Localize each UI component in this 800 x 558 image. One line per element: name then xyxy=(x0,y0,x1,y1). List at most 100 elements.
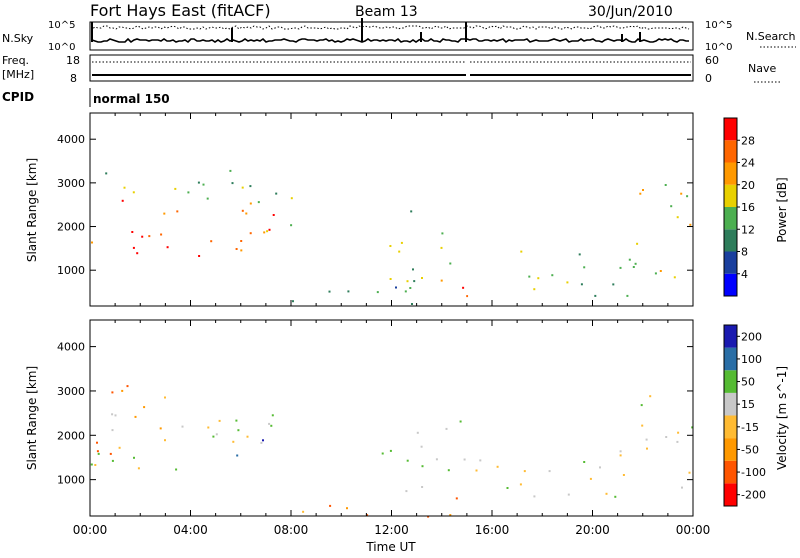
power-pixel xyxy=(231,182,234,185)
velocity-colorbar-tick-label: -15 xyxy=(741,421,759,434)
power-pixel xyxy=(389,278,392,280)
power-colorbar-tick-label: 20 xyxy=(741,179,755,192)
power-pixel xyxy=(235,248,238,250)
power-pixel xyxy=(566,281,569,284)
velocity-pixel xyxy=(111,413,114,416)
power-pixel xyxy=(166,246,169,249)
velocity-pixel xyxy=(479,459,482,462)
power-axes: 1000 2000 3000 4000 xyxy=(57,113,694,306)
power-pixel xyxy=(290,197,293,200)
power-pixel xyxy=(187,191,190,194)
velocity-pixel xyxy=(619,454,622,457)
velocity-pixel xyxy=(118,446,121,449)
velocity-y-label: Slant Range [km] xyxy=(25,366,39,470)
power-pixel xyxy=(440,279,443,282)
velocity-pixel xyxy=(449,514,452,517)
power-pixel xyxy=(578,253,581,256)
noise-tick-low: 10^0 xyxy=(48,42,75,53)
power-pixel xyxy=(413,280,416,283)
nave-tick-low: 0 xyxy=(705,72,712,85)
velocity-colorbar-tick-label: 50 xyxy=(741,376,755,389)
velocity-pixel xyxy=(677,431,680,434)
power-pixel xyxy=(421,277,423,279)
x-tick-label: 00:00 xyxy=(676,523,711,537)
power-pixel xyxy=(210,240,213,243)
velocity-pixel xyxy=(435,458,438,461)
power-pixel xyxy=(670,205,673,208)
power-pixel xyxy=(121,199,124,202)
power-pixel xyxy=(462,286,465,289)
velocity-colorbar-frame xyxy=(723,324,738,507)
power-pixel xyxy=(551,274,554,277)
velocity-pixel xyxy=(90,463,93,466)
freq-panel xyxy=(89,54,694,82)
velocity-pixel xyxy=(236,454,239,457)
velocity-pixel xyxy=(232,440,235,443)
power-pixel xyxy=(376,291,379,294)
velocity-colorbar-tick-label: -200 xyxy=(741,489,766,502)
velocity-y-tick-label: 2000 xyxy=(57,429,85,442)
x-axis-label: Time UT xyxy=(365,540,416,554)
power-pixel xyxy=(409,287,412,289)
power-pixel xyxy=(411,303,413,305)
power-pixel xyxy=(176,210,179,213)
power-scatter xyxy=(91,113,692,306)
noise-right-label: N.Search xyxy=(746,30,796,43)
velocity-pixel xyxy=(506,487,509,489)
velocity-pixel xyxy=(137,467,140,470)
power-pixel xyxy=(249,202,252,205)
x-axis-ticks: 00:00 04:00 08:00 12:00 16:00 20:00 00:00 xyxy=(73,523,711,537)
power-pixel xyxy=(537,277,540,280)
power-pixel xyxy=(240,249,243,252)
power-colorbar-swatch xyxy=(724,184,737,207)
power-y-tick-label: 1000 xyxy=(57,264,85,277)
power-colorbar-swatch xyxy=(724,273,737,296)
power-colorbar: 4 8 12 16 20 24 28 xyxy=(723,117,755,297)
velocity-pixel xyxy=(96,450,99,453)
velocity-colorbar-tick-label: 200 xyxy=(741,330,762,343)
velocity-pixel xyxy=(523,470,526,473)
velocity-pixel xyxy=(159,427,162,430)
power-panel-frame xyxy=(89,112,694,307)
power-pixel xyxy=(245,212,248,215)
velocity-y-tick-label: 1000 xyxy=(57,474,85,487)
power-y-tick-label: 4000 xyxy=(57,133,85,146)
nave-label: Nave xyxy=(748,62,776,75)
velocity-pixel xyxy=(533,495,536,498)
cpid-value: normal 150 xyxy=(93,92,170,106)
x-tick-label: 00:00 xyxy=(73,523,108,537)
velocity-pixel xyxy=(175,468,178,471)
velocity-pixel xyxy=(583,461,586,463)
power-pixel xyxy=(240,240,243,242)
velocity-pixel xyxy=(421,486,424,488)
power-pixel xyxy=(406,280,409,283)
velocity-pixel xyxy=(681,486,683,489)
power-pixel xyxy=(290,224,293,227)
power-pixel xyxy=(689,223,692,226)
power-pixel xyxy=(292,300,294,303)
velocity-colorbar-swatch xyxy=(724,392,737,416)
power-colorbar-swatch xyxy=(724,207,737,230)
velocity-pixel xyxy=(416,431,419,434)
noise-left-label: N.Sky xyxy=(2,32,34,45)
velocity-axes: 1000 2000 3000 4000 xyxy=(57,320,694,516)
power-pixel xyxy=(466,295,469,298)
velocity-pixel xyxy=(235,419,238,422)
velocity-pixel xyxy=(641,424,644,427)
power-pixel xyxy=(389,245,392,247)
velocity-pixel xyxy=(567,493,570,496)
velocity-pixel xyxy=(114,414,117,417)
velocity-pixel xyxy=(475,469,478,472)
velocity-colorbar-swatch xyxy=(724,415,737,439)
velocity-colorbar-tick-label: -100 xyxy=(741,466,766,479)
power-y-tick-label: 3000 xyxy=(57,177,85,190)
power-colorbar-tick-label: 16 xyxy=(741,201,755,214)
power-colorbar-tick-label: 24 xyxy=(741,157,755,170)
velocity-pixel xyxy=(622,474,625,476)
x-tick-label: 12:00 xyxy=(374,523,409,537)
velocity-pixel xyxy=(329,504,332,507)
velocity-pixel xyxy=(406,459,409,462)
power-pixel xyxy=(449,262,452,265)
power-pixel xyxy=(249,232,252,235)
power-pixel xyxy=(141,235,144,238)
